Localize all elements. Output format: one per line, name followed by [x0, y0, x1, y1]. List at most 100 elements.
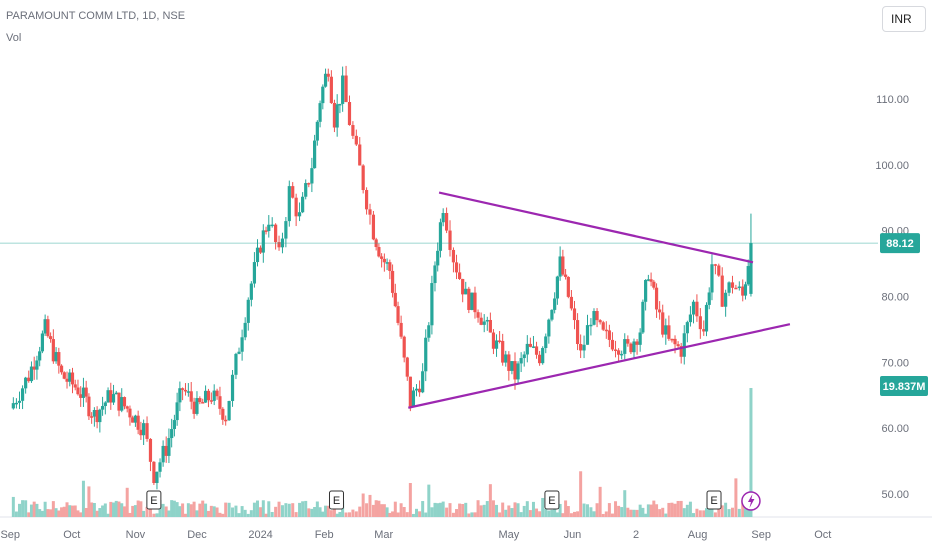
- candle-body: [620, 353, 624, 356]
- volume-bar: [277, 501, 281, 517]
- earnings-marker-label: E: [150, 495, 157, 507]
- candle-body: [287, 186, 291, 222]
- candle-body: [313, 140, 317, 169]
- candle-body: [553, 298, 557, 310]
- volume-bar: [351, 509, 355, 517]
- volume-bar: [32, 501, 36, 517]
- candle-body: [544, 336, 548, 349]
- volume-bar: [117, 501, 121, 517]
- volume-bar: [315, 501, 319, 517]
- candle-body: [131, 417, 135, 423]
- volume-bar: [255, 500, 259, 517]
- candle-body: [667, 325, 671, 339]
- candle-body: [243, 322, 247, 338]
- volume-bar: [318, 507, 322, 517]
- candle-body: [326, 73, 330, 77]
- volume-bar: [541, 497, 545, 517]
- volume-bar: [368, 494, 372, 517]
- last-price-tag: [880, 233, 920, 254]
- candle-body: [385, 262, 389, 264]
- candle-body: [504, 354, 508, 363]
- candle-body: [128, 408, 132, 418]
- volume-bar: [68, 505, 72, 517]
- candle-body: [59, 365, 64, 373]
- candle-body: [470, 292, 474, 310]
- volume-bar: [458, 503, 462, 517]
- volume-bar: [535, 508, 539, 517]
- candle-body: [368, 209, 372, 215]
- candle-body: [38, 351, 42, 361]
- volume-bar: [201, 500, 205, 517]
- candle-body: [335, 104, 339, 128]
- candle-body: [592, 311, 596, 325]
- candle-body: [294, 197, 298, 217]
- candle-body: [79, 394, 83, 398]
- volume-bar: [361, 493, 365, 517]
- candle-body: [441, 213, 445, 223]
- candle-body: [685, 322, 689, 334]
- candle-body: [424, 337, 428, 372]
- candle-body: [513, 361, 517, 380]
- volume-bar: [338, 511, 342, 517]
- candle-body: [17, 400, 22, 403]
- candle-body: [661, 312, 665, 335]
- volume-bar: [445, 507, 449, 517]
- volume-bar: [629, 509, 633, 517]
- volume-bar: [655, 504, 659, 517]
- candle-body: [702, 329, 706, 332]
- volume-bar: [76, 510, 80, 517]
- x-tick-label: Jun: [564, 529, 582, 541]
- candle-body: [274, 224, 278, 243]
- candle-body: [142, 423, 146, 436]
- earnings-marker: [706, 490, 722, 510]
- candle-body: [315, 121, 319, 141]
- candle-body: [329, 76, 333, 103]
- volume-bar: [528, 510, 532, 517]
- candle-body: [46, 319, 50, 337]
- volume-bar: [101, 505, 105, 517]
- candle-body: [145, 423, 149, 439]
- volume-bar: [664, 513, 668, 517]
- y-tick-label: 80.00: [881, 292, 909, 304]
- volume-bar: [579, 471, 583, 517]
- volume-bar: [504, 509, 508, 517]
- x-tick-label: Oct: [814, 529, 831, 541]
- volume-bar: [57, 510, 61, 517]
- volume-bar: [73, 505, 77, 517]
- candle-body: [277, 242, 281, 248]
- currency-button[interactable]: INR: [882, 6, 926, 32]
- candle-body: [291, 186, 295, 198]
- candle-body: [585, 325, 590, 345]
- volume-bar: [737, 508, 741, 517]
- candle-body: [724, 292, 728, 307]
- candle-body: [658, 309, 662, 313]
- chart-title: PARAMOUNT COMM LTD, 1D, NSE: [6, 10, 186, 22]
- candle-body: [40, 333, 45, 352]
- candle-body: [541, 348, 545, 364]
- volume-bar: [635, 509, 639, 517]
- volume-bar: [246, 513, 250, 517]
- candle-body: [467, 288, 471, 310]
- volume-bar: [710, 509, 714, 517]
- volume-bar: [461, 503, 465, 517]
- volume-bar: [324, 505, 328, 517]
- volume-bar: [371, 504, 375, 517]
- candle-body: [393, 292, 397, 307]
- volume-bar: [114, 500, 118, 517]
- candle-body: [646, 279, 650, 281]
- volume-bar: [87, 486, 91, 517]
- volume-bar: [145, 506, 149, 517]
- candle-body: [358, 144, 362, 166]
- volume-bar: [727, 509, 731, 517]
- candle-body: [522, 354, 526, 359]
- candle-body: [670, 338, 674, 341]
- volume-bar: [491, 500, 495, 517]
- volume-bar: [79, 512, 83, 517]
- volume-bar: [610, 513, 614, 517]
- y-tick-label: 100.00: [875, 160, 909, 172]
- volume-bar: [161, 503, 165, 517]
- volume-bar: [155, 513, 159, 517]
- candle-body: [572, 308, 577, 321]
- candle-body: [382, 258, 386, 263]
